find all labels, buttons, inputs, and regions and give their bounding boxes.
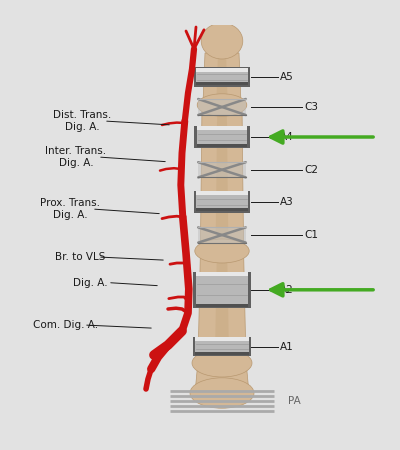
Bar (196, 208, 248, 212)
Bar (193, 272, 251, 308)
Text: A2: A2 (280, 285, 294, 295)
Bar (194, 68, 250, 86)
Text: Com. Dig. A.: Com. Dig. A. (34, 320, 98, 330)
Text: C2: C2 (304, 165, 318, 175)
Bar (196, 192, 248, 212)
Polygon shape (216, 105, 228, 251)
Text: Inter. Trans.
Dig. A.: Inter. Trans. Dig. A. (46, 146, 106, 168)
Bar (196, 126, 248, 130)
Ellipse shape (201, 23, 243, 59)
Bar (196, 272, 248, 276)
Polygon shape (216, 53, 228, 103)
Bar (194, 191, 250, 212)
Text: Dist. Trans.
Dig. A.: Dist. Trans. Dig. A. (53, 110, 111, 132)
Bar (196, 144, 248, 147)
Bar (195, 338, 249, 355)
Bar (198, 162, 246, 177)
Text: A5: A5 (280, 72, 294, 82)
Bar (195, 352, 249, 355)
Polygon shape (195, 361, 249, 393)
Text: Prox. Trans.
Dig. A.: Prox. Trans. Dig. A. (40, 198, 100, 220)
Polygon shape (198, 251, 246, 363)
Bar (195, 338, 249, 342)
Bar (196, 127, 248, 147)
Polygon shape (200, 105, 244, 251)
Ellipse shape (190, 378, 254, 408)
Bar (196, 273, 248, 307)
Text: Dig. A.: Dig. A. (73, 278, 107, 288)
Text: Br. to VLS: Br. to VLS (55, 252, 105, 262)
Text: A4: A4 (280, 132, 294, 142)
Text: A3: A3 (280, 197, 294, 207)
Bar (196, 68, 248, 86)
Bar (193, 337, 252, 356)
Bar (196, 304, 248, 307)
Text: A1: A1 (280, 342, 294, 351)
Bar (196, 82, 248, 86)
Polygon shape (215, 251, 229, 363)
Text: C3: C3 (304, 102, 318, 112)
Text: PA: PA (288, 396, 301, 406)
Bar (198, 99, 246, 115)
Ellipse shape (197, 94, 247, 116)
Bar (198, 227, 246, 243)
Bar (196, 191, 248, 195)
Bar (196, 68, 248, 72)
Ellipse shape (195, 239, 249, 263)
Bar (194, 126, 250, 148)
Ellipse shape (192, 349, 252, 377)
Polygon shape (203, 53, 241, 103)
Text: C1: C1 (304, 230, 318, 240)
